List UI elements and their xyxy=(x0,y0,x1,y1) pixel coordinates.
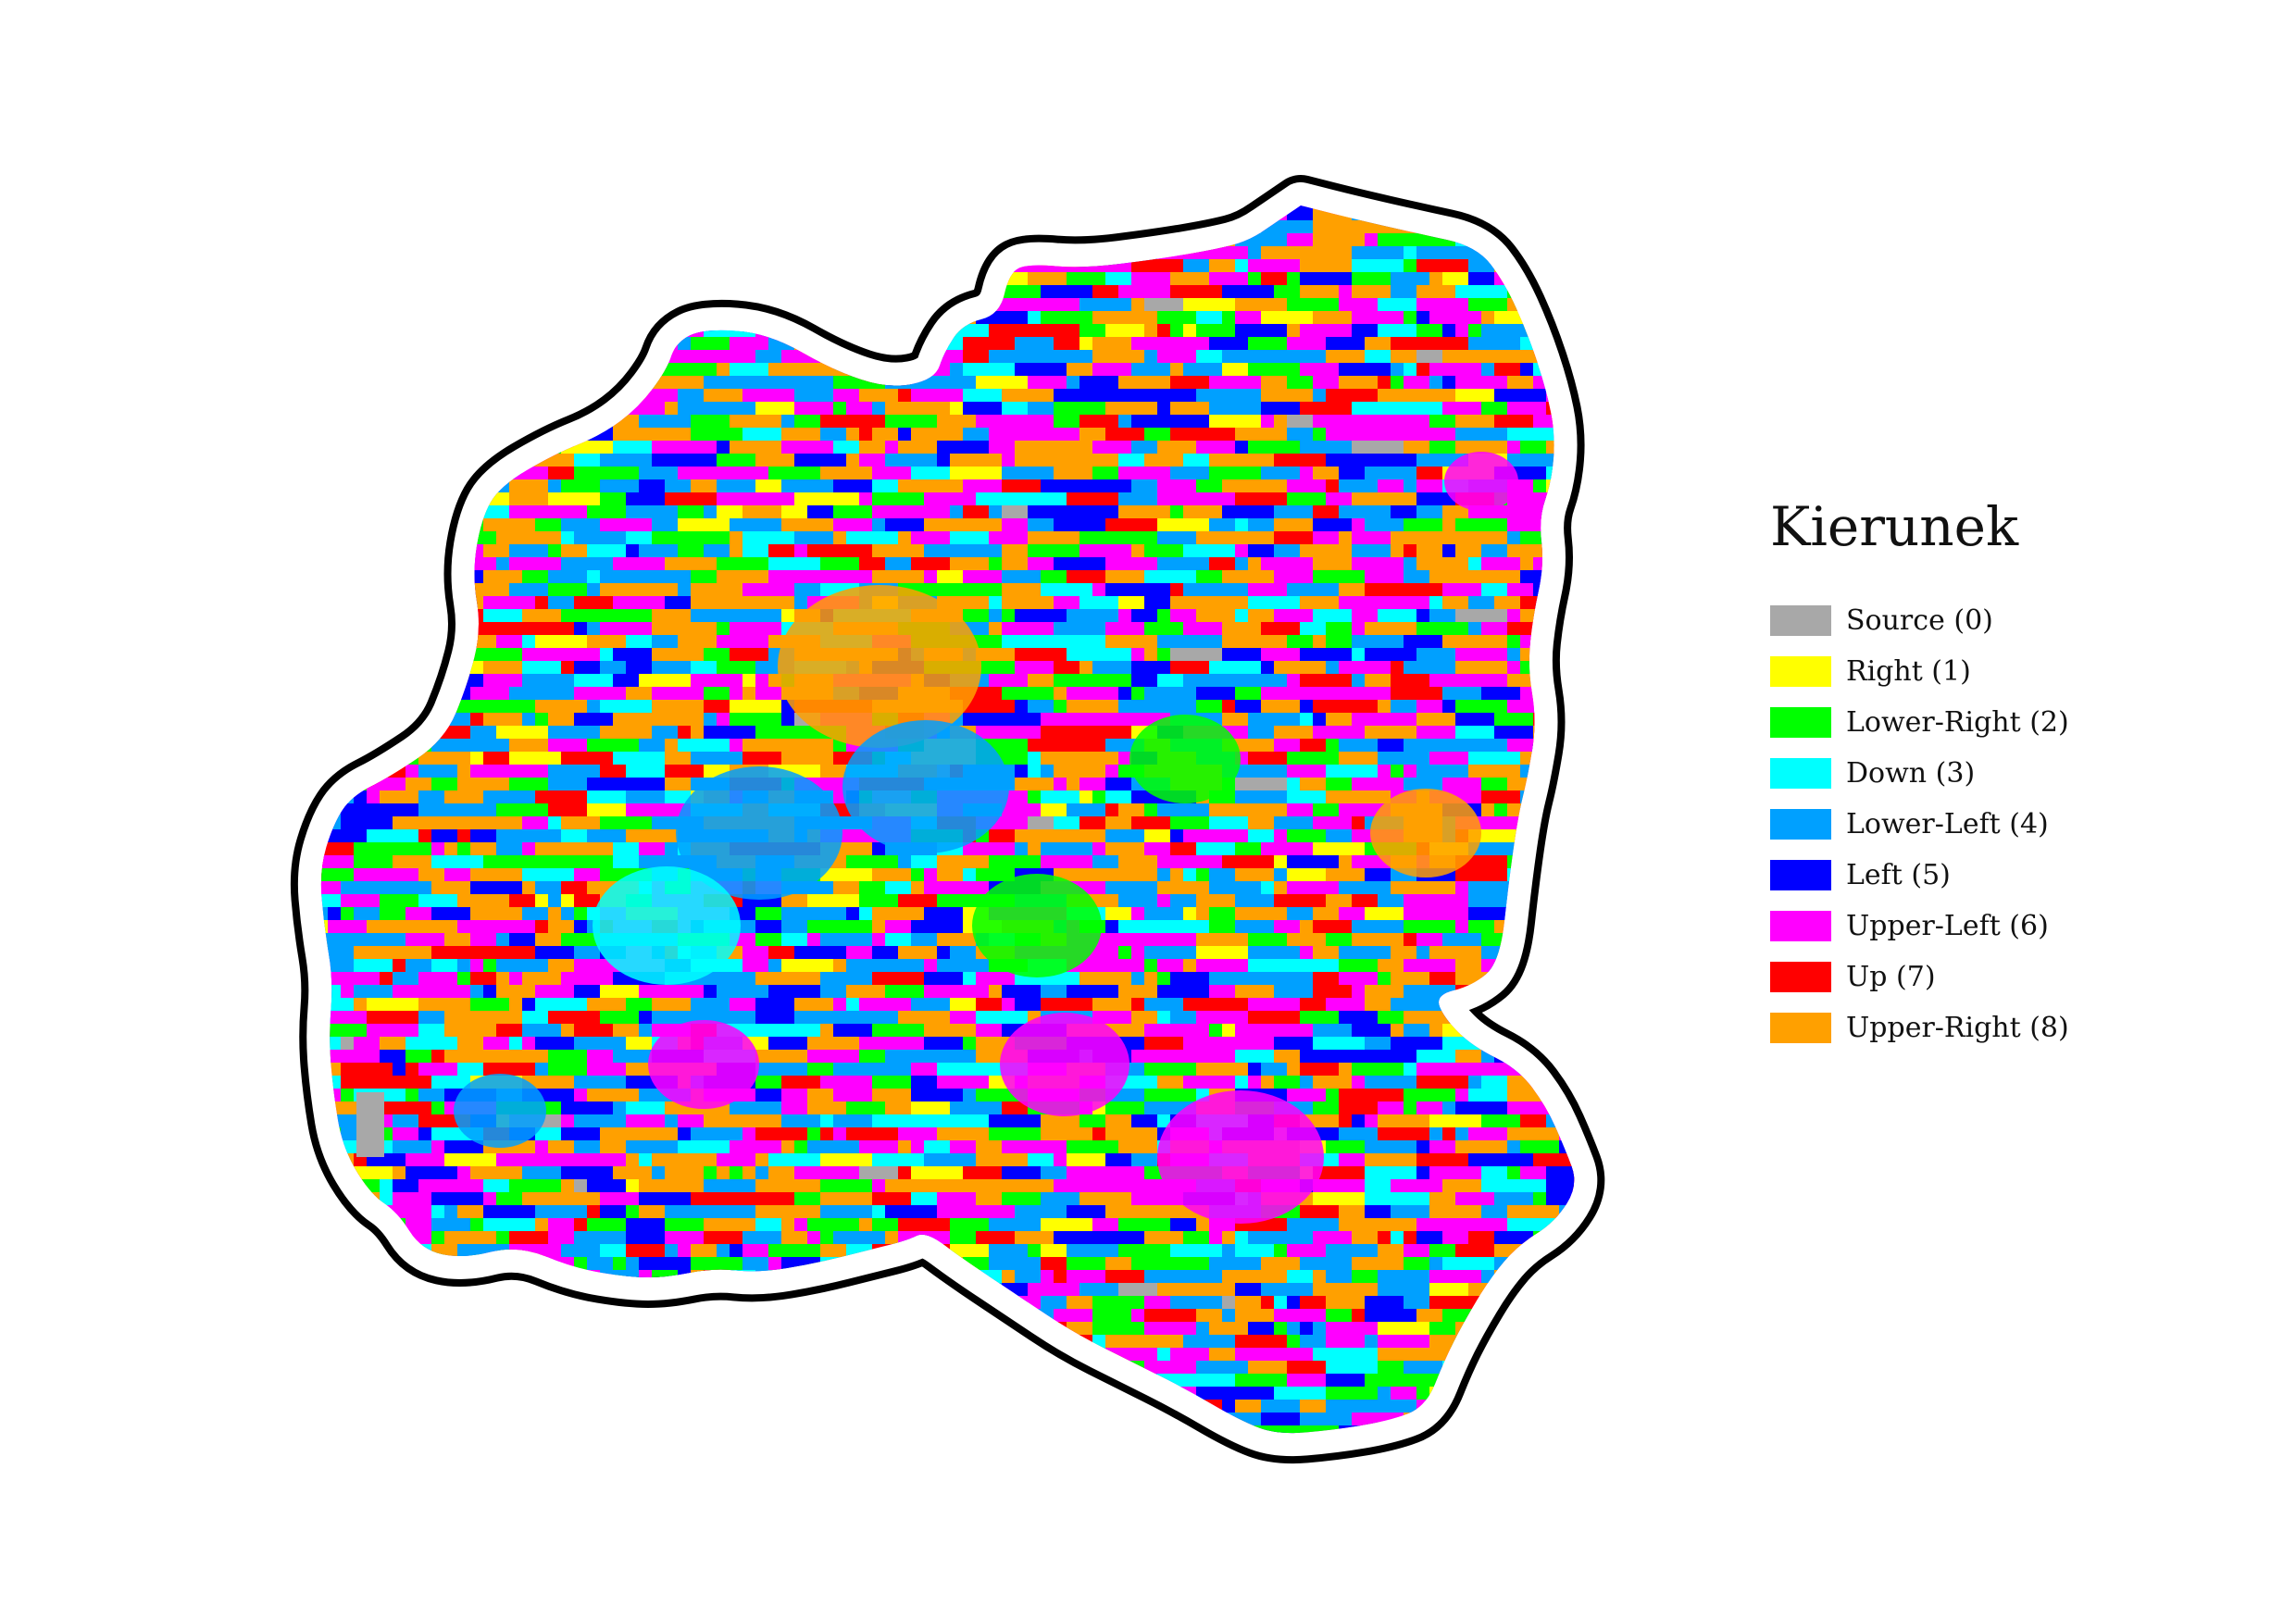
legend-items: Source (0) Right (1) Lower-Right (2) Down (… xyxy=(1770,595,2215,1053)
legend-item: Right (1) xyxy=(1770,646,2215,697)
legend-label: Right (1) xyxy=(1846,655,1971,688)
legend-item: Lower-Left (4) xyxy=(1770,799,2215,850)
legend-swatch xyxy=(1770,911,1831,941)
legend-item: Left (5) xyxy=(1770,850,2215,901)
legend-swatch xyxy=(1770,605,1831,636)
legend-label: Left (5) xyxy=(1846,859,1951,891)
legend-label: Upper-Left (6) xyxy=(1846,910,2049,942)
legend-swatch xyxy=(1770,809,1831,840)
legend-item: Source (0) xyxy=(1770,595,2215,646)
legend-item: Up (7) xyxy=(1770,952,2215,1002)
legend-title: Kierunek xyxy=(1770,495,2019,558)
legend-label: Upper-Right (8) xyxy=(1846,1012,2069,1044)
legend-item: Lower-Right (2) xyxy=(1770,697,2215,748)
legend-swatch xyxy=(1770,1013,1831,1043)
legend-swatch xyxy=(1770,707,1831,738)
legend-label: Lower-Right (2) xyxy=(1846,706,2069,739)
legend-swatch xyxy=(1770,656,1831,687)
legend-item: Upper-Left (6) xyxy=(1770,901,2215,952)
legend-label: Up (7) xyxy=(1846,961,1936,993)
legend: Kierunek Source (0) Right (1) Lower-Right … xyxy=(1770,495,2215,1053)
legend-item: Upper-Right (8) xyxy=(1770,1002,2215,1053)
legend-swatch xyxy=(1770,860,1831,890)
legend-item: Down (3) xyxy=(1770,748,2215,799)
legend-swatch xyxy=(1770,962,1831,992)
legend-label: Source (0) xyxy=(1846,604,1993,637)
legend-label: Down (3) xyxy=(1846,757,1976,790)
legend-swatch xyxy=(1770,758,1831,789)
legend-label: Lower-Left (4) xyxy=(1846,808,2049,840)
